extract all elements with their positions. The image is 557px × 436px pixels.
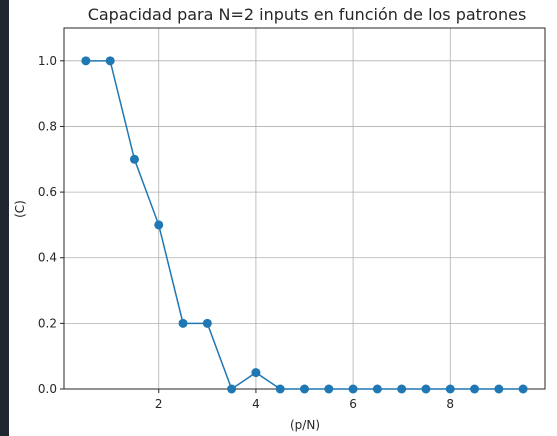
- data-point: [202, 318, 212, 328]
- data-point: [227, 384, 237, 394]
- y-axis-label: (C): [13, 200, 27, 218]
- y-tick-label: 0.2: [38, 316, 57, 330]
- window-edge-strip: [0, 0, 9, 436]
- series-layer: [81, 56, 528, 394]
- data-point: [397, 384, 407, 394]
- data-point: [518, 384, 528, 394]
- y-tick-label: 0.4: [38, 251, 57, 265]
- y-axis-ticks: 0.0 0.2 0.4 0.6 0.8 1.0: [38, 54, 64, 396]
- data-point: [300, 384, 309, 394]
- data-point: [105, 56, 115, 66]
- x-tick-label: 4: [252, 397, 260, 411]
- grid-lines: [64, 28, 545, 390]
- data-point: [154, 220, 164, 230]
- x-axis-label: (p/N): [290, 418, 320, 432]
- y-tick-label: 0.0: [38, 382, 57, 396]
- data-point: [251, 368, 261, 378]
- data-point: [372, 384, 382, 394]
- data-point: [129, 154, 139, 164]
- data-point: [275, 384, 285, 394]
- y-tick-label: 1.0: [38, 54, 57, 68]
- x-tick-label: 6: [349, 397, 357, 411]
- y-tick-label: 0.6: [38, 185, 57, 199]
- data-point: [445, 384, 455, 394]
- y-tick-label: 0.8: [38, 119, 57, 133]
- data-point: [178, 318, 188, 328]
- x-tick-label: 2: [155, 397, 163, 411]
- data-point: [324, 384, 334, 394]
- series-line: [85, 60, 524, 391]
- data-point: [470, 384, 480, 394]
- chart-title: Capacidad para N=2 inputs en función de …: [88, 5, 527, 24]
- data-point: [494, 384, 504, 394]
- plot-area-frame: [63, 27, 546, 390]
- data-point: [421, 384, 431, 394]
- data-point: [81, 56, 91, 66]
- data-point: [348, 384, 358, 394]
- x-tick-label: 8: [446, 397, 454, 411]
